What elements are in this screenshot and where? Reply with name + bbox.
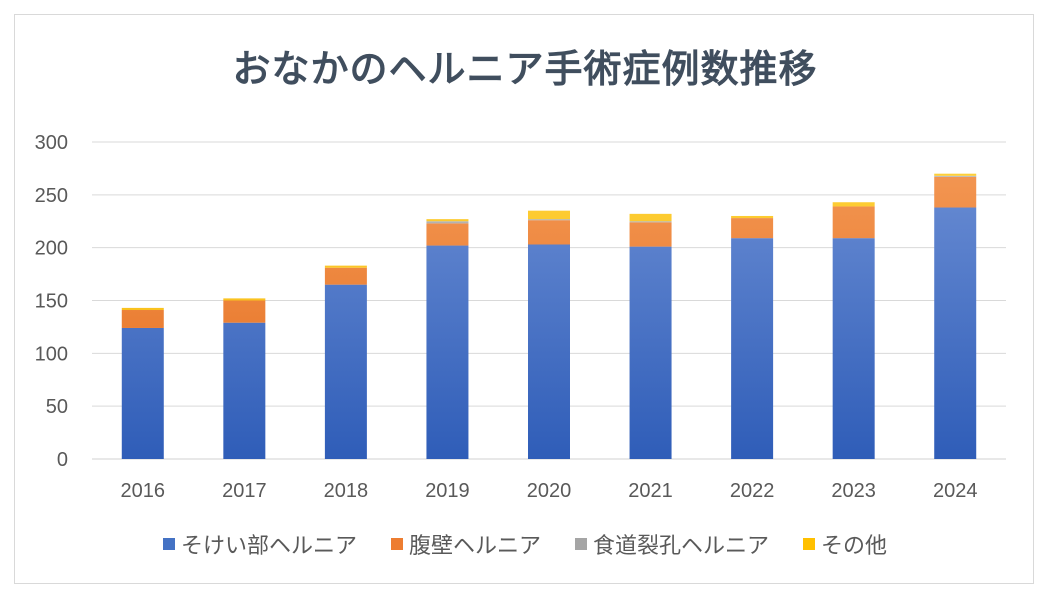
legend-item-0: そけい部ヘルニア [162,528,357,560]
y-tick-label-0: 0 [57,449,68,471]
x-tick-label-2022: 2022 [730,480,775,502]
legend-label-0: そけい部ヘルニア [180,534,357,559]
y-tick-label-50: 50 [46,396,68,418]
y-tick-label-150: 150 [35,291,68,313]
bar-2019-series-1 [426,223,469,246]
bar-2018-series-0 [324,284,367,459]
y-tick-label-100: 100 [35,343,68,365]
x-tick-label-2018: 2018 [324,480,369,502]
bar-2021-series-0 [629,246,672,459]
y-tick-label-200: 200 [35,238,68,260]
x-tick-label-2017: 2017 [222,480,267,502]
bar-2022-series-3 [731,215,774,219]
legend-swatch-1 [390,538,403,550]
bar-2017-series-0 [223,322,266,459]
bar-2019-series-2 [426,221,469,224]
bar-2024-series-0 [934,207,977,459]
x-tick-label-2023: 2023 [831,480,876,502]
legend-item-3: その他 [803,528,887,560]
x-tick-label-2019: 2019 [425,480,470,502]
x-tick-label-2020: 2020 [527,480,572,502]
legend-label-2: 食道裂孔ヘルニア [593,534,770,559]
legend-swatch-3 [803,538,816,550]
bar-2017-series-3 [223,298,266,301]
bar-2018-series-1 [324,267,367,285]
bar-2019-series-3 [426,219,469,222]
legend-item-2: 食道裂孔ヘルニア [575,528,769,560]
bar-2021-series-2 [629,221,672,223]
x-tick-label-2021: 2021 [628,480,673,502]
bar-2022-series-1 [731,218,774,239]
legend-swatch-2 [575,538,587,550]
bar-2020-series-2 [528,219,570,221]
bar-2021-series-1 [629,222,672,247]
chart-legend: そけい部ヘルニア 腹壁ヘルニア 食道裂孔ヘルニア その他 [0,528,1050,560]
bar-2020-series-0 [528,244,570,459]
bar-2023-series-0 [832,238,875,459]
bar-2017-series-1 [223,300,266,323]
bar-2023-series-3 [832,202,875,207]
x-tick-label-2016: 2016 [121,480,166,502]
legend-label-3: その他 [821,534,888,559]
legend-swatch-0 [162,538,175,550]
bar-2016-series-3 [121,307,164,311]
bar-2023-series-1 [832,206,875,239]
bar-2016-series-1 [121,310,164,328]
bar-2019-series-0 [426,245,469,459]
bar-2021-series-3 [629,213,672,222]
bar-2020-series-1 [528,220,570,245]
x-tick-label-2024: 2024 [933,480,978,502]
bar-2024-series-1 [934,176,977,208]
bar-2016-series-0 [121,327,164,459]
y-tick-label-300: 300 [35,132,68,154]
bar-2020-series-3 [528,210,570,220]
bar-2024-series-3 [934,173,977,176]
chart-title: おなかのヘルニア手術症例数推移 [232,47,818,91]
bar-2022-series-0 [731,238,774,459]
bar-2018-series-3 [324,265,367,268]
legend-label-1: 腹壁ヘルニア [408,534,541,559]
bar-2024-series-2 [934,175,977,177]
y-tick-label-250: 250 [35,185,68,207]
legend-item-1: 腹壁ヘルニア [390,528,541,560]
